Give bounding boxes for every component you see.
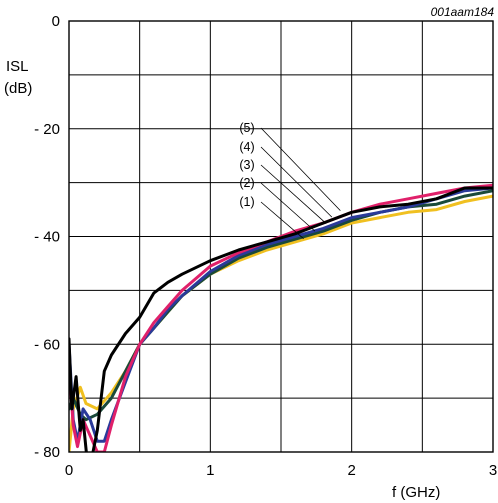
y-tick-label: - 60 xyxy=(34,336,60,353)
y-tick-label: - 40 xyxy=(34,229,60,246)
figure-code: 001aam184 xyxy=(431,5,495,19)
label-leader-line xyxy=(260,127,341,211)
curve-label: (2) xyxy=(239,176,254,190)
curve-label: (1) xyxy=(239,195,254,209)
label-leader-line xyxy=(260,182,316,232)
y-tick-labels: 0 - 20 - 40 - 60 - 80 xyxy=(34,13,60,461)
x-tick-label: 2 xyxy=(347,462,355,479)
series-line-5 xyxy=(69,186,493,452)
curve-label: (4) xyxy=(239,140,254,154)
x-tick-label: 1 xyxy=(206,462,214,479)
y-tick-label: - 20 xyxy=(34,121,60,138)
x-tick-label: 3 xyxy=(489,462,497,479)
series-line-4 xyxy=(69,183,493,452)
x-axis-title: f (GHz) xyxy=(392,484,440,501)
series-line-3 xyxy=(69,186,493,443)
plot-frame xyxy=(68,20,494,453)
x-tick-labels: 0 1 2 3 xyxy=(65,462,497,479)
y-axis-title: ISL xyxy=(6,58,29,75)
label-leader-line xyxy=(260,164,327,224)
curve-labels: (5) (4) (3) (2) (1) xyxy=(239,121,254,209)
label-leader-line xyxy=(260,201,304,239)
label-leader-line xyxy=(260,146,333,218)
label-leaders xyxy=(260,127,341,239)
y-axis-unit: (dB) xyxy=(4,80,32,97)
y-tick-label: 0 xyxy=(52,13,60,30)
series-lines xyxy=(69,183,493,452)
curve-label: (5) xyxy=(239,121,254,135)
curve-label: (3) xyxy=(239,158,254,172)
y-tick-label: - 80 xyxy=(34,444,60,461)
x-tick-label: 0 xyxy=(65,462,73,479)
